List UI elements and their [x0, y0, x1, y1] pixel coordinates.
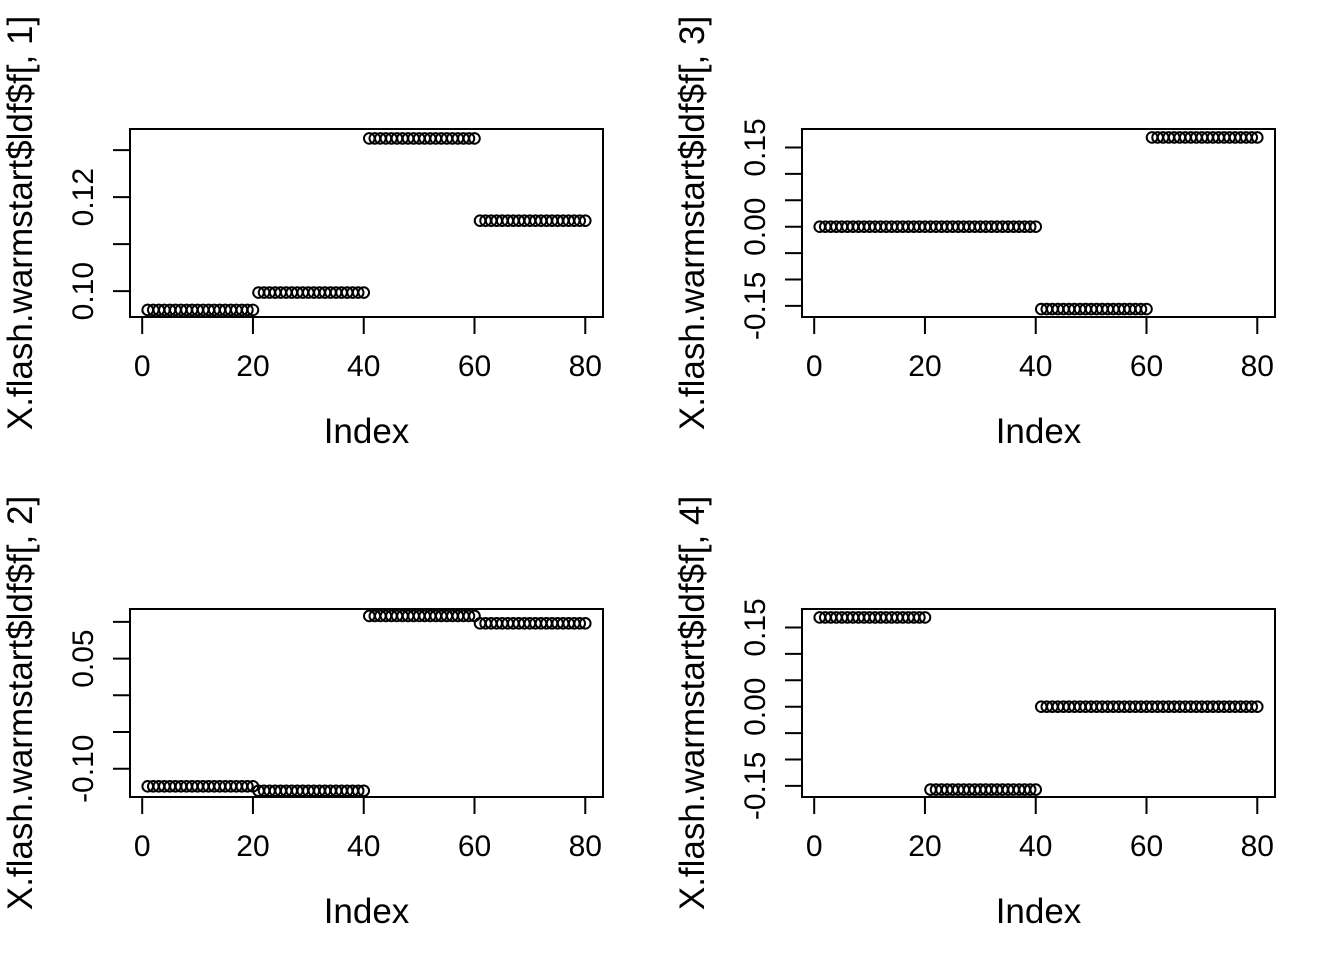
y-axis-tick-label: 0.05 — [67, 629, 100, 687]
x-axis-tick-label: 80 — [569, 830, 602, 863]
data-point — [1140, 302, 1153, 316]
y-axis-tick-label: 0.15 — [739, 598, 772, 656]
data-point — [357, 286, 371, 299]
x-axis-tick-label: 0 — [134, 350, 151, 383]
y-axis-title: X.flash.warmstart$ldf$f[, 4] — [673, 496, 712, 910]
plot-box — [129, 608, 604, 798]
data-point — [462, 609, 476, 623]
data-point — [1250, 131, 1264, 144]
y-axis-title: X.flash.warmstart$ldf$f[, 3] — [673, 16, 712, 430]
x-axis-tick-label: 0 — [806, 350, 823, 383]
y-axis-tick-label: -0.15 — [739, 272, 772, 340]
data-point — [1134, 302, 1148, 316]
data-point — [241, 780, 254, 793]
x-axis-tick-label: 20 — [236, 830, 269, 863]
x-axis-title: Index — [996, 412, 1082, 451]
data-point — [1245, 131, 1259, 144]
data-point — [246, 303, 260, 317]
x-axis-title: Index — [324, 412, 410, 451]
data-point — [1029, 220, 1043, 233]
data-point — [918, 611, 932, 624]
y-axis-tick-label: 0.10 — [67, 262, 100, 320]
data-point — [573, 617, 587, 630]
data-point — [462, 132, 476, 145]
data-point — [913, 611, 926, 624]
data-point — [1023, 783, 1037, 796]
data-point — [351, 286, 365, 299]
data-point — [468, 132, 481, 145]
x-axis-title: Index — [996, 892, 1082, 931]
plot-panel-f4: 0 20 40 60 80 0.15 0.00 -0.15 Index X.flash.warms… — [672, 480, 1344, 960]
x-axis-tick-label: 60 — [458, 830, 491, 863]
y-axis-tick-label: 0.12 — [67, 168, 100, 226]
x-axis-tick-label: 20 — [908, 830, 941, 863]
x-axis-tick-label: 60 — [1130, 830, 1163, 863]
plot-panel-f3: 0 20 40 60 80 0.15 0.00 -0.15 Index X.flash.warms… — [672, 0, 1344, 480]
x-axis-tick-label: 20 — [236, 350, 269, 383]
x-axis-tick-label: 80 — [1241, 350, 1274, 383]
plot-box — [801, 608, 1276, 798]
y-axis-tick-label: 0.00 — [739, 198, 772, 256]
y-axis-tick-label: 0.15 — [739, 118, 772, 176]
y-axis-tick-label: -0.10 — [67, 735, 100, 803]
y-axis-tick-label: -0.15 — [739, 752, 772, 820]
data-point — [578, 214, 592, 227]
x-axis-tick-label: 60 — [458, 350, 491, 383]
data-point — [357, 784, 371, 798]
data-point — [1023, 220, 1037, 233]
y-axis-title: X.flash.warmstart$ldf$f[, 1] — [1, 16, 40, 430]
x-axis-tick-label: 80 — [1241, 830, 1274, 863]
x-axis-tick-label: 40 — [1019, 350, 1052, 383]
plot-canvas: 0 20 40 60 80 0.15 0.00 -0.15 Index X.flash.warms… — [673, 496, 1276, 931]
data-point — [1029, 783, 1043, 796]
x-axis-title: Index — [324, 892, 410, 931]
x-axis-tick-label: 40 — [1019, 830, 1052, 863]
x-axis-tick-label: 0 — [806, 830, 823, 863]
data-point — [1250, 700, 1264, 713]
x-axis-tick-label: 20 — [908, 350, 941, 383]
data-point — [241, 303, 254, 317]
data-point — [573, 214, 587, 227]
x-axis-tick-label: 60 — [1130, 350, 1163, 383]
plot-box — [129, 128, 604, 318]
y-axis-title: X.flash.warmstart$ldf$f[, 2] — [1, 496, 40, 910]
y-axis-tick-label: 0.00 — [739, 678, 772, 736]
x-axis-tick-label: 0 — [134, 830, 151, 863]
plot-canvas: 0 20 40 60 80 0.05 -0.10 Index X.flash.warmstart… — [1, 496, 604, 931]
x-axis-tick-label: 40 — [347, 350, 380, 383]
plot-panel-f2: 0 20 40 60 80 0.05 -0.10 Index X.flash.warmstart… — [0, 480, 672, 960]
data-point — [578, 617, 592, 630]
plot-canvas: 0 20 40 60 80 0.12 0.10 Index X.flash.warmstart$… — [1, 16, 604, 451]
plot-box — [801, 128, 1276, 318]
plot-panel-f1: 0 20 40 60 80 0.12 0.10 Index X.flash.warmstart$… — [0, 0, 672, 480]
x-axis-tick-label: 80 — [569, 350, 602, 383]
data-point — [1245, 700, 1259, 713]
data-point — [351, 784, 365, 798]
x-axis-tick-label: 40 — [347, 830, 380, 863]
plot-canvas: 0 20 40 60 80 0.15 0.00 -0.15 Index X.flash.warms… — [673, 16, 1276, 451]
